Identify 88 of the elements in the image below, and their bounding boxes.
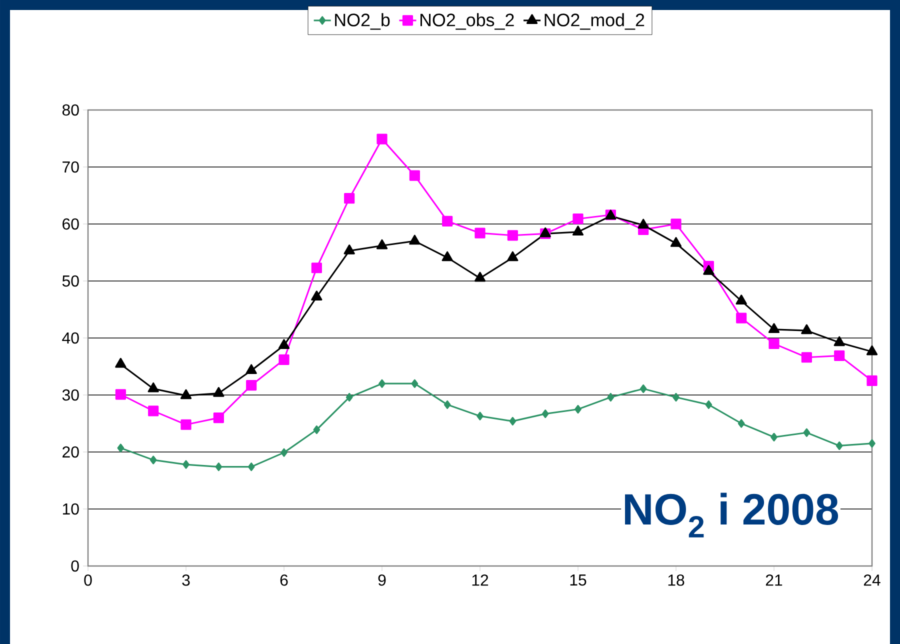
point xyxy=(836,441,843,450)
point xyxy=(344,193,355,204)
annotation: NO$_{2}$ i 2008 xyxy=(625,492,838,538)
x-tick-label: 6 xyxy=(280,574,288,586)
point xyxy=(346,392,353,402)
y-tick-label: 10 xyxy=(62,503,79,515)
x-tick-label: 21 xyxy=(766,574,782,586)
point xyxy=(834,336,845,346)
point xyxy=(376,239,388,250)
point xyxy=(640,384,647,394)
y-tick-label: 40 xyxy=(62,332,79,344)
x-tick-label: 24 xyxy=(864,574,880,586)
point xyxy=(607,392,614,402)
point xyxy=(866,375,878,386)
point xyxy=(768,338,780,349)
point xyxy=(411,379,418,388)
point xyxy=(474,272,486,282)
point xyxy=(280,448,288,457)
point xyxy=(705,400,712,409)
legend-label: NO2_obs_2 xyxy=(420,13,514,30)
point xyxy=(834,350,845,361)
point xyxy=(180,389,192,400)
legend-label: NO2_b xyxy=(335,13,390,30)
point xyxy=(311,290,322,300)
point xyxy=(117,444,124,452)
point xyxy=(672,392,680,402)
point xyxy=(509,416,516,426)
point xyxy=(409,234,420,245)
point xyxy=(248,462,255,472)
y-tick-label: 50 xyxy=(62,275,79,287)
point xyxy=(213,412,224,424)
point xyxy=(474,228,486,238)
point xyxy=(574,404,582,414)
y-tick-label: 70 xyxy=(62,161,79,173)
point xyxy=(507,230,518,241)
point xyxy=(148,406,159,416)
point xyxy=(803,428,810,437)
point xyxy=(180,419,192,430)
point xyxy=(246,380,257,391)
point xyxy=(246,364,257,374)
point xyxy=(115,389,126,400)
point xyxy=(801,352,812,363)
point xyxy=(572,214,584,224)
point xyxy=(444,400,451,409)
point xyxy=(278,339,290,349)
x-tick-label: 0 xyxy=(84,574,92,586)
point xyxy=(278,354,290,365)
point xyxy=(313,425,320,434)
x-tick-label: 3 xyxy=(182,574,190,586)
point xyxy=(115,358,126,368)
x-tick-label: 18 xyxy=(668,574,684,586)
point xyxy=(409,170,420,181)
point xyxy=(868,439,876,448)
point xyxy=(736,294,747,304)
point xyxy=(866,345,878,356)
y-tick-label: 60 xyxy=(62,218,79,230)
point xyxy=(378,379,386,388)
point xyxy=(215,462,222,472)
point xyxy=(703,265,714,275)
point xyxy=(507,251,518,262)
y-tick-label: 30 xyxy=(62,389,79,401)
point xyxy=(572,226,584,236)
y-tick-label: 20 xyxy=(62,446,79,458)
point xyxy=(213,386,224,397)
x-tick-label: 12 xyxy=(472,574,488,586)
point xyxy=(670,218,682,230)
point xyxy=(770,432,778,442)
point xyxy=(442,216,453,226)
y-tick-label: 0 xyxy=(71,560,79,572)
point xyxy=(476,412,484,420)
point xyxy=(736,312,747,324)
point xyxy=(768,323,780,333)
point xyxy=(442,251,453,262)
point xyxy=(801,324,812,334)
point xyxy=(638,218,649,229)
point xyxy=(150,456,157,464)
point xyxy=(542,409,549,418)
point xyxy=(311,262,322,274)
point xyxy=(738,419,745,428)
x-tick-label: 15 xyxy=(570,574,586,586)
point xyxy=(670,237,682,247)
point xyxy=(148,382,159,392)
y-tick-label: 80 xyxy=(62,104,79,116)
x-tick-label: 9 xyxy=(378,574,386,586)
point xyxy=(344,244,355,254)
point xyxy=(182,460,190,469)
point xyxy=(376,134,388,144)
legend-label: NO2_mod_2 xyxy=(544,13,644,30)
